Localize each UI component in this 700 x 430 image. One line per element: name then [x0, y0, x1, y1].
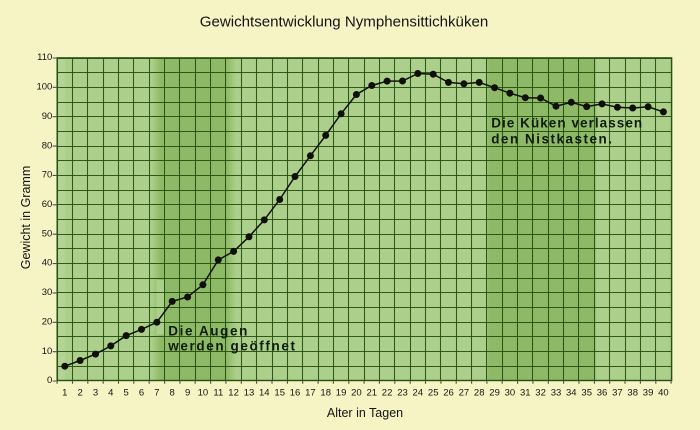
svg-text:40: 40 [658, 387, 669, 398]
svg-text:2: 2 [77, 387, 82, 398]
svg-text:4: 4 [108, 387, 113, 398]
svg-text:39: 39 [643, 387, 654, 398]
svg-text:28: 28 [474, 387, 485, 398]
svg-text:100: 100 [36, 82, 52, 93]
svg-text:80: 80 [42, 140, 53, 151]
svg-text:110: 110 [37, 52, 52, 63]
svg-text:34: 34 [566, 387, 577, 398]
svg-text:37: 37 [612, 387, 623, 398]
svg-text:Alter in Tagen: Alter in Tagen [327, 406, 403, 420]
svg-text:13: 13 [244, 387, 255, 398]
svg-text:20: 20 [351, 387, 362, 398]
svg-text:90: 90 [42, 111, 53, 122]
svg-text:0: 0 [47, 375, 52, 386]
svg-text:18: 18 [320, 387, 331, 398]
svg-text:1: 1 [62, 387, 67, 398]
svg-text:40: 40 [42, 258, 53, 269]
svg-text:werden geöffnet: werden geöffnet [167, 339, 296, 354]
svg-text:5: 5 [124, 387, 129, 398]
svg-text:25: 25 [428, 387, 439, 398]
svg-text:19: 19 [336, 387, 347, 398]
svg-text:3: 3 [93, 387, 98, 398]
svg-text:32: 32 [535, 387, 546, 398]
svg-text:17: 17 [305, 387, 316, 398]
svg-text:7: 7 [154, 387, 159, 398]
svg-text:11: 11 [213, 387, 223, 398]
svg-text:9: 9 [185, 387, 190, 398]
svg-text:10: 10 [42, 346, 53, 357]
svg-text:23: 23 [397, 387, 408, 398]
svg-text:27: 27 [459, 387, 470, 398]
svg-text:29: 29 [489, 387, 500, 398]
svg-text:31: 31 [520, 387, 531, 398]
svg-text:8: 8 [170, 387, 175, 398]
svg-text:35: 35 [581, 387, 592, 398]
svg-text:16: 16 [290, 387, 301, 398]
svg-text:6: 6 [139, 387, 144, 398]
svg-text:33: 33 [551, 387, 562, 398]
svg-text:21: 21 [367, 387, 378, 398]
svg-text:30: 30 [42, 287, 53, 298]
svg-text:den Nistkasten.: den Nistkasten. [491, 132, 613, 147]
svg-text:22: 22 [382, 387, 393, 398]
svg-text:20: 20 [42, 317, 53, 328]
svg-text:30: 30 [505, 387, 516, 398]
svg-text:Die Küken verlassen: Die Küken verlassen [491, 116, 643, 131]
svg-text:12: 12 [228, 387, 239, 398]
svg-text:36: 36 [597, 387, 608, 398]
svg-text:38: 38 [627, 387, 638, 398]
svg-text:24: 24 [413, 387, 424, 398]
svg-text:10: 10 [198, 387, 209, 398]
svg-text:50: 50 [42, 228, 53, 239]
svg-text:60: 60 [42, 199, 53, 210]
svg-text:Gewichtsentwicklung Nymphensit: Gewichtsentwicklung Nymphensittichküken [200, 13, 489, 30]
svg-text:15: 15 [274, 387, 285, 398]
svg-text:26: 26 [443, 387, 454, 398]
svg-text:70: 70 [42, 170, 53, 181]
svg-text:14: 14 [259, 387, 270, 398]
svg-text:Die Augen: Die Augen [168, 324, 249, 339]
svg-text:Gewicht in Gramm: Gewicht in Gramm [19, 166, 33, 270]
